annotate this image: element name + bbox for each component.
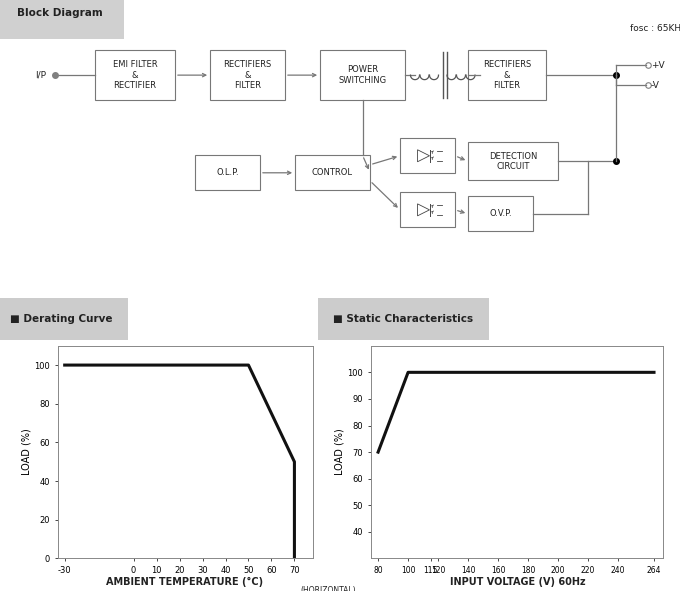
Bar <box>210 50 285 100</box>
Text: I/P: I/P <box>35 71 46 80</box>
Text: (HORIZONTAL): (HORIZONTAL) <box>300 586 356 591</box>
Text: DETECTION
CIRCUIT: DETECTION CIRCUIT <box>489 151 537 171</box>
Text: RECTIFIERS
&
FILTER: RECTIFIERS & FILTER <box>223 60 271 90</box>
Bar <box>95 50 175 100</box>
Text: -V: -V <box>651 80 660 90</box>
Text: EMI FILTER
&
RECTIFIER: EMI FILTER & RECTIFIER <box>113 60 157 90</box>
Text: ■ Static Characteristics: ■ Static Characteristics <box>333 314 473 324</box>
Bar <box>400 138 455 173</box>
Text: O.V.P.: O.V.P. <box>489 209 512 218</box>
Bar <box>5 5 15 15</box>
Text: O.L.P.: O.L.P. <box>216 168 239 177</box>
Bar <box>295 155 370 190</box>
Bar <box>195 155 260 190</box>
Text: POWER
SWITCHING: POWER SWITCHING <box>339 66 386 85</box>
Text: AMBIENT TEMPERATURE (°C): AMBIENT TEMPERATURE (°C) <box>106 577 264 587</box>
Text: fosc : 65KHz: fosc : 65KHz <box>630 24 680 33</box>
Text: INPUT VOLTAGE (V) 60Hz: INPUT VOLTAGE (V) 60Hz <box>450 577 586 587</box>
Text: Block Diagram: Block Diagram <box>17 8 103 18</box>
Bar <box>468 50 546 100</box>
Bar <box>400 192 455 228</box>
Text: +V: +V <box>651 61 664 70</box>
Bar <box>468 196 533 232</box>
Bar <box>320 50 405 100</box>
Text: CONTROL: CONTROL <box>312 168 353 177</box>
Bar <box>468 142 558 180</box>
Text: ■ Derating Curve: ■ Derating Curve <box>10 314 113 324</box>
Y-axis label: LOAD (%): LOAD (%) <box>335 428 345 476</box>
Y-axis label: LOAD (%): LOAD (%) <box>22 428 32 476</box>
Text: RECTIFIERS
&
FILTER: RECTIFIERS & FILTER <box>483 60 531 90</box>
